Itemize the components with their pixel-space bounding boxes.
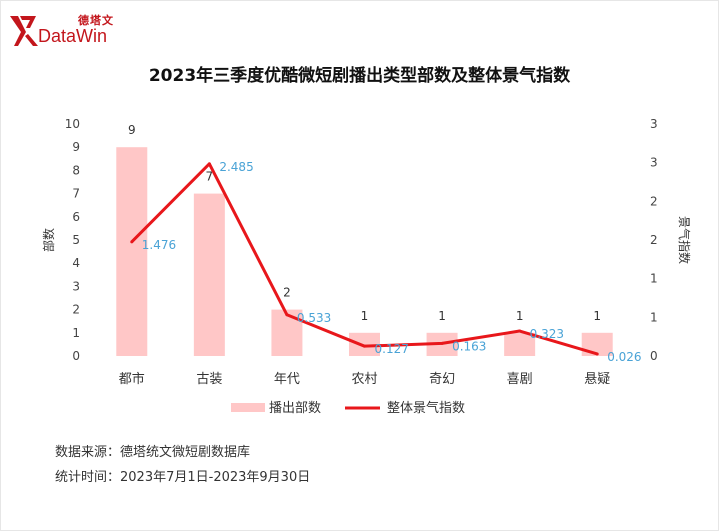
y-tick-right: 0 xyxy=(650,349,658,363)
datawin-logo: 德塔文 DataWin xyxy=(8,10,128,50)
line-point xyxy=(518,329,522,333)
bar-value-label: 1 xyxy=(516,309,524,323)
x-tick-label: 年代 xyxy=(274,372,300,387)
y-tick-left: 10 xyxy=(65,117,80,131)
bar-value-label: 1 xyxy=(361,309,369,323)
y-tick-left: 0 xyxy=(72,349,80,363)
line-value-label: 0.323 xyxy=(530,327,564,341)
y-tick-left: 2 xyxy=(72,303,80,317)
line-value-label: 2.485 xyxy=(219,160,253,174)
logo-en-text: DataWin xyxy=(38,26,108,46)
x-tick-label: 都市 xyxy=(119,371,145,387)
logo-cn-text: 德塔文 xyxy=(78,14,114,27)
line-point xyxy=(363,344,366,348)
x-tick-label: 奇幻 xyxy=(429,371,455,387)
y-tick-left: 9 xyxy=(72,140,80,154)
x-tick-label: 古装 xyxy=(196,372,222,387)
bar-value-label: 1 xyxy=(438,309,446,323)
line-value-label: 0.127 xyxy=(375,342,409,356)
bar xyxy=(116,147,148,356)
bar-value-label: 1 xyxy=(593,309,601,323)
y-tick-right: 2 xyxy=(650,233,658,247)
y-tick-left: 3 xyxy=(72,279,80,293)
bar-value-label: 9 xyxy=(128,123,136,137)
y-tick-left: 7 xyxy=(72,187,80,201)
bar xyxy=(271,309,303,356)
bar xyxy=(193,193,225,356)
line-point xyxy=(595,352,599,356)
y-tick-right: 1 xyxy=(650,310,658,324)
y-tick-right: 3 xyxy=(650,117,658,131)
legend-line-label: 整体景气指数 xyxy=(387,400,465,416)
chart-legend: 播出部数 整体景气指数 xyxy=(231,400,465,416)
y-tick-left: 4 xyxy=(72,256,80,270)
bar-value-label: 7 xyxy=(206,170,214,184)
line-point xyxy=(440,341,444,345)
logo-mark-icon xyxy=(10,16,38,46)
x-tick-label: 悬疑 xyxy=(584,371,610,387)
y-tick-left: 6 xyxy=(72,210,80,224)
footer-source: 数据来源：德塔统文微短剧数据库 xyxy=(55,445,251,460)
line-point xyxy=(207,162,211,166)
y-axis-title-right: 景气指数 xyxy=(677,216,692,264)
bar xyxy=(349,332,380,356)
y-tick-right: 1 xyxy=(650,272,658,286)
bar xyxy=(504,332,536,356)
line-point xyxy=(285,313,289,317)
x-tick-label: 喜剧 xyxy=(507,372,533,387)
y-axis-title-left: 部数 xyxy=(41,228,56,252)
y-tick-right: 2 xyxy=(650,194,658,208)
legend-bar-label: 播出部数 xyxy=(269,401,321,416)
line-value-label: 0.163 xyxy=(452,339,486,353)
y-tick-left: 8 xyxy=(72,163,80,177)
legend-bar-swatch xyxy=(231,403,265,412)
line-value-label: 0.026 xyxy=(607,350,641,364)
line-value-label: 0.533 xyxy=(297,311,331,325)
y-tick-left: 5 xyxy=(72,233,80,247)
line-point xyxy=(130,240,134,244)
footer-period: 统计时间：2023年7月1日-2023年9月30日 xyxy=(55,470,311,485)
y-tick-left: 1 xyxy=(72,326,80,340)
line-value-label: 1.476 xyxy=(142,238,176,252)
bar-value-label: 2 xyxy=(283,286,291,300)
y-tick-right: 3 xyxy=(650,156,658,170)
x-tick-label: 农村 xyxy=(351,372,377,387)
chart-title: 2023年三季度优酷微短剧播出类型部数及整体景气指数 xyxy=(148,66,571,86)
